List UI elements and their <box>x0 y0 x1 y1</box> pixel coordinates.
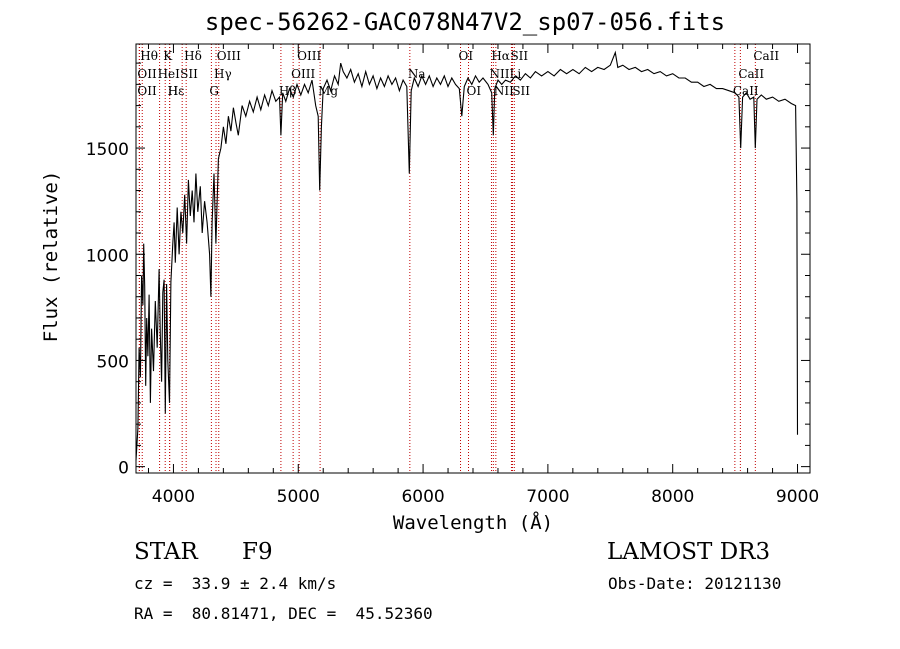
spectral-lines-layer <box>138 44 756 473</box>
plot-frame <box>135 43 811 474</box>
y-tick-label: 1500 <box>86 140 129 160</box>
spectrum-layer <box>135 50 799 461</box>
coordinates: RA = 80.81471, DEC = 45.52360 <box>134 604 433 623</box>
spectral-line-label: Hα <box>491 49 510 63</box>
spectral-line-label: OIII <box>297 49 321 63</box>
spectral-line-label: CaII <box>738 67 764 81</box>
spectral-line-label: Na <box>408 67 426 81</box>
y-tick-label: 1000 <box>86 246 129 266</box>
spectral-line-label: HeI <box>158 67 181 81</box>
spectral-subclass: F9 <box>242 539 273 565</box>
spectral-line-label: Hδ <box>184 49 202 63</box>
spectral-line-label: SII <box>512 84 530 98</box>
axes-layer <box>135 43 811 474</box>
x-tick-label: 6000 <box>401 487 444 507</box>
spectral-line-label: SII <box>180 67 198 81</box>
spectral-line-label: Hβ <box>279 84 296 98</box>
spectral-line-label: OII <box>137 67 157 81</box>
x-tick-label: 9000 <box>776 487 819 507</box>
redshift-value: cz = 33.9 ± 2.4 km/s <box>134 574 337 593</box>
y-tick-label: 0 <box>118 459 129 479</box>
chart-title: spec-56262-GAC078N47V2_sp07-056.fits <box>204 8 726 36</box>
spectral-line-label: Hε <box>168 84 185 98</box>
spectral-line-label: OI <box>467 84 482 98</box>
x-tick-label: 5000 <box>277 487 320 507</box>
spectral-line-label: NII <box>489 67 509 81</box>
x-tick-label: 4000 <box>152 487 195 507</box>
spectral-line-label: OIII <box>291 67 315 81</box>
spectrum-series-line <box>135 50 799 461</box>
spectral-line-label: NII <box>494 84 514 98</box>
spectral-line-label: Li <box>509 67 521 81</box>
y-tick-label: 500 <box>97 352 129 372</box>
y-axis-label: Flux (relative) <box>40 171 62 343</box>
spectral-line-label: OIII <box>217 49 241 63</box>
spectral-line-label: OII <box>137 84 157 98</box>
object-class: STAR <box>134 539 198 565</box>
spectral-line-label: G <box>209 84 219 98</box>
spectral-line-label: Mg <box>318 84 338 98</box>
ticks-layer: 4000 5000 6000 7000 8000 9000 0 500 1000 1500 <box>86 44 819 507</box>
x-axis-label: Wavelength (Å) <box>393 511 553 534</box>
spectral-line-label: Hγ <box>214 67 232 81</box>
spectral-line-label: H <box>168 84 178 98</box>
spectral-line-label: CaII <box>753 49 779 63</box>
spectral-line-label: CaII <box>733 84 759 98</box>
x-tick-label: 7000 <box>526 487 569 507</box>
x-tick-label: 8000 <box>651 487 694 507</box>
spectral-line-label: OI <box>459 49 474 63</box>
spectral-line-label: SII <box>510 49 528 63</box>
observation-date: Obs-Date: 20121130 <box>608 574 782 593</box>
spectral-line-label: K <box>163 49 173 63</box>
spectral-line-label: Hθ <box>140 49 158 63</box>
survey-name: LAMOST DR3 <box>607 539 771 565</box>
